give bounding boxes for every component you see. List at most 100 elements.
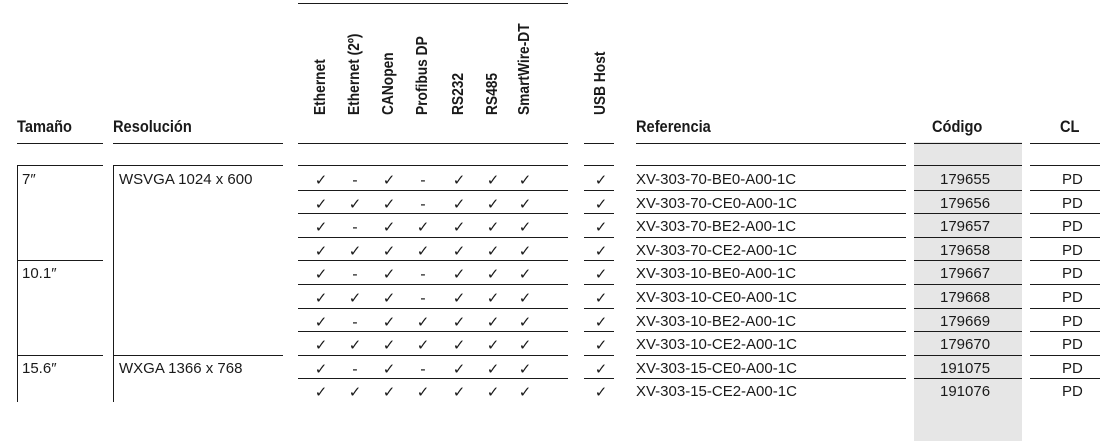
cl-cell: PD (1062, 289, 1083, 306)
interface-mark: - (352, 359, 358, 378)
row-rule (584, 354, 614, 356)
row-rule (298, 331, 568, 333)
row-rule (914, 260, 1022, 262)
interface-mark: ✓ (314, 241, 328, 260)
row-rule (298, 307, 568, 309)
header-interface-5: RS232 (444, 0, 474, 133)
interface-mark: ✓ (518, 312, 532, 331)
interface-mark: ✓ (416, 241, 430, 260)
cl-cell: PD (1062, 359, 1083, 377)
reference-cell: XV-303-10-BE0-A00-1C (636, 265, 797, 283)
header-cl: CL (1060, 117, 1080, 136)
size-group-bar (17, 166, 18, 261)
interface-mark: ✓ (452, 383, 466, 402)
header-interface-3: CANopen (374, 0, 404, 133)
resolution-cell: WSVGA 1024 x 600 (119, 171, 253, 188)
row-rule (1030, 260, 1100, 262)
interface-mark: ✓ (314, 359, 328, 378)
usb-host-mark: ✓ (594, 218, 608, 237)
interface-mark: ✓ (452, 289, 466, 307)
cl-cell: PD (1062, 336, 1083, 354)
size-cell: 10.1″ (22, 265, 57, 283)
header-reference: Referencia (636, 117, 711, 136)
header-rule (113, 143, 283, 144)
row-rule (584, 378, 614, 380)
interface-mark: ✓ (452, 194, 466, 213)
cl-cell: PD (1062, 171, 1083, 188)
block-top-rule (17, 165, 103, 166)
header-interface-7: SmartWire-DT (510, 0, 540, 133)
header-interface-label: CANopen (380, 52, 397, 115)
block-top-rule (1030, 165, 1100, 166)
header-resolution: Resolución (113, 117, 192, 136)
cl-cell: PD (1062, 383, 1083, 401)
interface-mark: ✓ (416, 218, 430, 237)
row-rule (298, 260, 568, 262)
interface-mark: ✓ (486, 336, 500, 355)
resolution-group-rule (113, 354, 283, 356)
interface-mark: ✓ (518, 336, 532, 355)
row-rule (914, 331, 1022, 333)
row-rule (298, 354, 568, 356)
usb-host-mark: ✓ (594, 171, 608, 189)
reference-cell: XV-303-15-CE0-A00-1C (636, 359, 797, 377)
reference-cell: XV-303-10-BE2-A00-1C (636, 312, 797, 330)
code-cell: 179657 (940, 218, 991, 236)
interface-mark: ✓ (314, 194, 328, 213)
interface-mark: ✓ (382, 336, 396, 355)
header-rule (636, 143, 906, 144)
interface-mark: ✓ (452, 312, 466, 331)
reference-cell: XV-303-70-CE2-A00-1C (636, 241, 797, 259)
row-rule (914, 354, 1022, 356)
header-interface-label: Profibus DP (414, 36, 431, 115)
row-rule (1030, 236, 1100, 238)
code-cell: 179656 (940, 194, 991, 212)
header-interface-2: Ethernet (2º) (340, 0, 370, 133)
row-rule (1030, 378, 1100, 380)
block-top-rule (636, 165, 906, 166)
row-rule (298, 189, 568, 191)
row-rule (914, 307, 1022, 309)
interface-mark: - (420, 194, 426, 213)
row-rule (914, 213, 1022, 215)
interface-mark: ✓ (486, 383, 500, 402)
reference-cell: XV-303-70-CE0-A00-1C (636, 194, 797, 212)
row-rule (298, 284, 568, 285)
row-rule (914, 189, 1022, 191)
interface-mark: - (352, 218, 358, 237)
interface-mark: ✓ (348, 289, 362, 307)
interface-mark: ✓ (518, 171, 532, 189)
header-interface-label: RS485 (484, 72, 501, 115)
cl-cell: PD (1062, 241, 1083, 259)
header-interface-1: Ethernet (306, 0, 336, 133)
interface-mark: ✓ (486, 194, 500, 213)
row-rule (584, 331, 614, 333)
interface-mark: ✓ (314, 265, 328, 284)
reference-cell: XV-303-15-CE2-A00-1C (636, 383, 797, 401)
code-cell: 179669 (940, 312, 991, 330)
usb-host-mark: ✓ (594, 241, 608, 260)
size-group-rule (17, 260, 103, 262)
code-cell: 179668 (940, 289, 991, 306)
interface-mark: ✓ (382, 289, 396, 307)
interface-mark: ✓ (486, 171, 500, 189)
interface-mark: ✓ (518, 241, 532, 260)
usb-host-mark: ✓ (594, 336, 608, 355)
resolution-group-bar (113, 354, 114, 402)
interface-mark: ✓ (486, 289, 500, 307)
header-code: Código (932, 117, 983, 136)
header-rule (1030, 143, 1100, 144)
interface-mark: ✓ (452, 265, 466, 284)
row-rule (636, 378, 906, 380)
row-rule (584, 260, 614, 262)
row-rule (636, 189, 906, 191)
row-rule (298, 213, 568, 215)
reference-cell: XV-303-10-CE0-A00-1C (636, 289, 797, 306)
reference-cell: XV-303-10-CE2-A00-1C (636, 336, 797, 354)
row-rule (636, 260, 906, 262)
header-usb-host-label: USB Host (592, 51, 609, 115)
row-rule (1030, 331, 1100, 333)
row-rule (584, 213, 614, 215)
block-top-rule (113, 165, 283, 166)
usb-host-mark: ✓ (594, 194, 608, 213)
